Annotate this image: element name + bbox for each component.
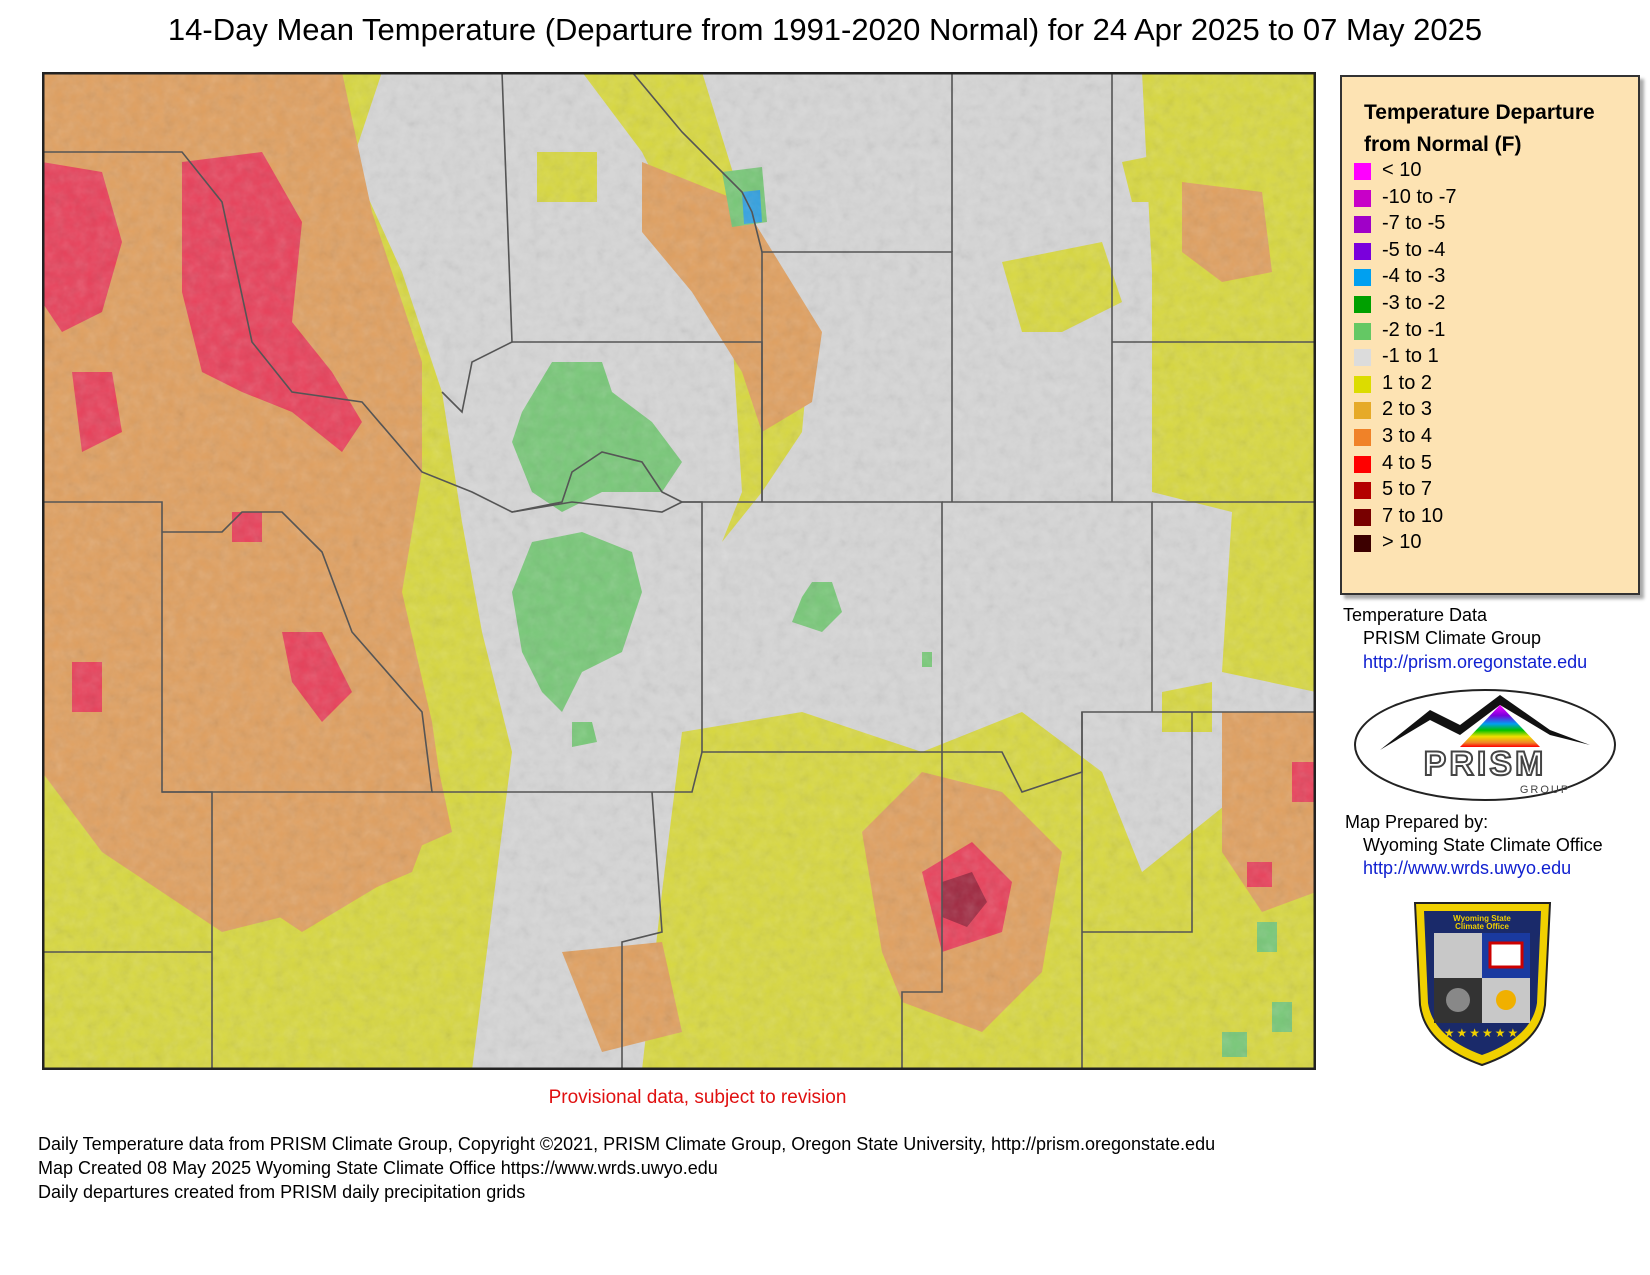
legend-label: -2 to -1: [1382, 318, 1446, 341]
legend-label: -7 to -5: [1382, 212, 1446, 235]
legend-label: 2 to 3: [1382, 398, 1433, 421]
temp-data-link[interactable]: http://prism.oregonstate.edu: [1363, 652, 1588, 672]
legend-panel: Temperature Departure from Normal (F) < …: [1340, 75, 1640, 595]
legend-swatch: [1354, 242, 1371, 260]
legend-label: -4 to -3: [1382, 265, 1446, 288]
legend-label: 3 to 4: [1382, 425, 1433, 447]
wsco-badge: Wyoming State Climate Office ★★★★★★: [1413, 902, 1552, 1067]
legend-swatch: [1354, 349, 1371, 367]
hillshade-texture: [42, 72, 1316, 1070]
temp-data-source: PRISM Climate Group: [1363, 628, 1542, 648]
legend-swatch: [1354, 455, 1371, 473]
legend-swatch: [1354, 535, 1371, 553]
legend-label: 7 to 10: [1382, 504, 1444, 527]
prism-logo-subtext: GROUP: [1520, 784, 1570, 796]
legend-title: Temperature Departure from Normal (F): [1364, 97, 1595, 161]
prepared-by-link[interactable]: http://www.wrds.uwyo.edu: [1363, 858, 1572, 878]
temperature-departure-map: [42, 72, 1316, 1070]
prism-logo: PRISM GROUP: [1354, 689, 1616, 801]
legend-label: 5 to 7: [1382, 478, 1433, 501]
legend-label: 4 to 5: [1382, 451, 1433, 474]
footer-line-2: Map Created 08 May 2025 Wyoming State Cl…: [38, 1158, 718, 1178]
prism-logo-text: PRISM: [1424, 745, 1547, 783]
legend-label: -3 to -2: [1382, 292, 1446, 314]
map-title: 14-Day Mean Temperature (Departure from …: [167, 12, 1483, 47]
legend-label: 1 to 2: [1382, 371, 1433, 394]
footer-line-3: Daily departures created from PRISM dail…: [38, 1182, 526, 1202]
wsco-badge-line2: Climate Office: [1455, 922, 1509, 931]
provisional-note: Provisional data, subject to revision: [548, 1087, 847, 1108]
legend-swatch: [1354, 296, 1371, 313]
legend-title-line1: Temperature Departure: [1364, 101, 1595, 124]
legend-label: -5 to -4: [1382, 238, 1446, 261]
legend-swatch: [1354, 163, 1371, 180]
state-border: [42, 72, 1316, 1070]
temp-data-label: Temperature Data: [1343, 605, 1488, 625]
legend-swatch: [1354, 269, 1371, 287]
prepared-by-source: Wyoming State Climate Office: [1363, 835, 1603, 855]
legend-swatch: [1354, 429, 1371, 446]
legend-label: -10 to -7: [1382, 185, 1457, 208]
footer-line-1: Daily Temperature data from PRISM Climat…: [38, 1134, 1216, 1154]
legend-swatch: [1354, 508, 1371, 526]
county-boundaries: [42, 72, 1316, 1070]
legend-title-line2: from Normal (F): [1364, 133, 1522, 156]
legend-swatch: [1354, 482, 1371, 500]
legend-label: > 10: [1382, 531, 1422, 554]
prepared-by-label: Map Prepared by:: [1345, 812, 1489, 832]
legend-swatch: [1354, 216, 1371, 234]
legend-label: -1 to 1: [1382, 345, 1439, 368]
wsco-badge-line1: Wyoming State: [1453, 914, 1511, 923]
legend-label: < 10: [1382, 159, 1422, 181]
legend-swatch: [1354, 189, 1371, 207]
legend-swatch: [1354, 322, 1371, 340]
legend-swatch: [1354, 402, 1371, 420]
footer-notes: Daily Temperature data from PRISM Climat…: [38, 1132, 1215, 1204]
legend-swatch: [1354, 375, 1371, 393]
svg-text:★★★★★★: ★★★★★★: [1444, 1026, 1521, 1040]
